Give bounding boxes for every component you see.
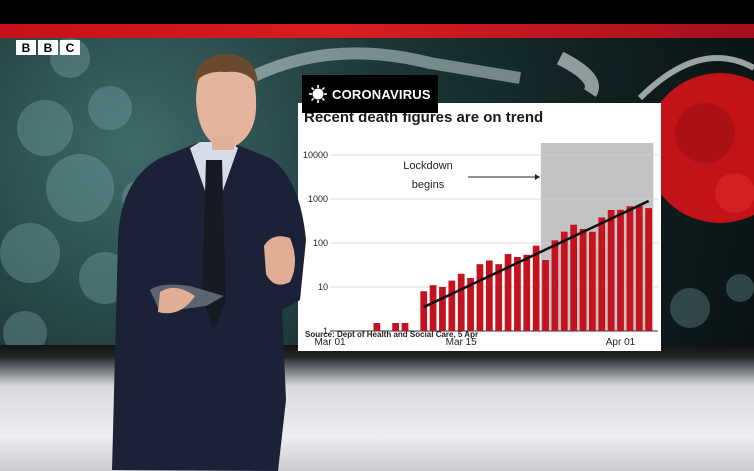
bar [485, 260, 493, 331]
y-tick-label: 1000 [308, 194, 328, 204]
x-tick-label: Mar 01 [314, 337, 346, 348]
bar [617, 209, 624, 331]
trend-line [423, 199, 650, 309]
letterbox-top [0, 0, 754, 24]
bar [439, 287, 446, 331]
headline-label: CORONAVIRUS [332, 86, 431, 102]
bar [551, 240, 559, 331]
y-tick-label: 10000 [303, 150, 328, 160]
bar [373, 323, 381, 331]
chart-title: Recent death figures are on trend [304, 109, 544, 126]
bar [420, 291, 428, 331]
bar [589, 231, 596, 331]
bar [457, 273, 465, 331]
bar [448, 280, 456, 331]
bar [560, 231, 568, 331]
bar [542, 260, 549, 331]
bar [523, 254, 531, 331]
annotation-line-2: begins [412, 179, 445, 191]
headline-banner: CORONAVIRUS [302, 75, 438, 113]
bar [429, 285, 437, 331]
bar [504, 254, 512, 331]
bbc-logo: B B C [16, 40, 80, 55]
bar [607, 209, 615, 331]
bar [645, 208, 653, 331]
bar [467, 278, 474, 331]
logo-letter: B [16, 40, 36, 55]
lockdown-shaded-region [540, 143, 654, 331]
chart-source: Source: Dept of Health and Social Care, … [305, 330, 479, 339]
x-tick-label: Apr 01 [606, 337, 636, 348]
annotation-line-1: Lockdown [403, 160, 453, 172]
logo-letter: C [60, 40, 80, 55]
x-tick-label: Mar 15 [446, 337, 478, 348]
bar [598, 217, 606, 331]
y-tick-label: 1 [323, 326, 328, 336]
red-banner [0, 24, 754, 38]
bar [392, 323, 399, 331]
virus-backdrop [0, 38, 754, 355]
bar [532, 245, 540, 331]
bar [495, 264, 503, 331]
virus-icon [309, 85, 327, 103]
bar [579, 228, 587, 331]
bar [514, 257, 521, 331]
bar [635, 205, 643, 331]
bar [476, 264, 484, 331]
bar [401, 323, 409, 331]
annotation-arrowhead [534, 174, 540, 180]
bar [570, 224, 578, 331]
y-tick-label: 100 [313, 238, 328, 248]
bar [626, 206, 634, 331]
logo-letter: B [38, 40, 58, 55]
y-tick-label: 10 [318, 282, 328, 292]
